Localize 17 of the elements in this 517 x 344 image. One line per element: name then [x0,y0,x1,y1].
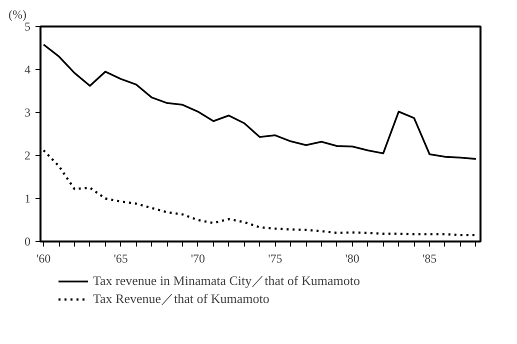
y-tick-label: 1 [24,192,30,206]
legend-label: Tax revenue in Minamata City／that of Kumamoto [93,272,360,290]
x-tick-label: '70 [190,252,206,266]
y-tick-label: 0 [24,234,30,248]
legend-label: Tax Revenue／that of Kumamoto [93,290,270,308]
x-tick-label: '65 [114,252,128,266]
y-tick-label: 2 [24,148,30,162]
line-series [42,44,477,160]
x-tick-label: '80 [345,252,360,266]
y-tick-label: 5 [24,20,30,34]
y-tick-label: 4 [24,62,30,76]
x-tick-label: '85 [422,252,437,266]
line-series [42,149,477,236]
x-tick-label: '60 [36,252,51,266]
x-tick-label: '75 [268,252,282,266]
y-tick-label: 3 [24,106,30,120]
y-axis-title: (%) [8,8,26,22]
